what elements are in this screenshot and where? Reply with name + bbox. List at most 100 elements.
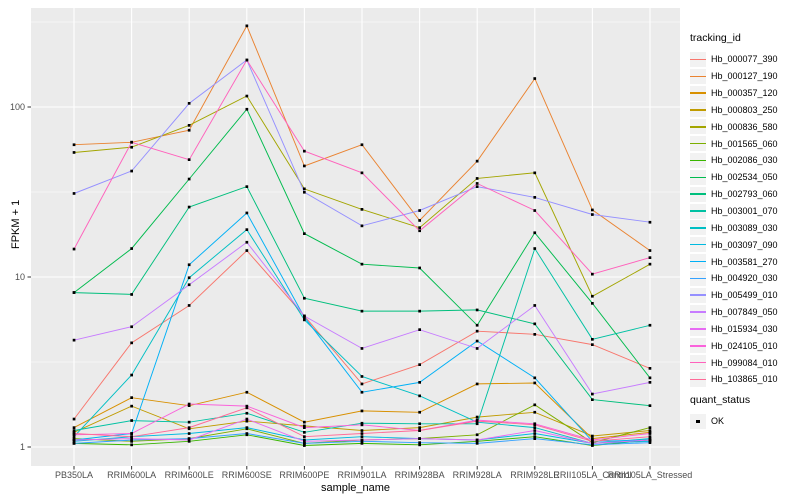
data-point-marker — [418, 394, 421, 398]
series-color-line-icon — [690, 378, 706, 381]
data-point-marker — [245, 417, 249, 421]
x-tick-label: RRIM600PE — [279, 470, 329, 480]
legend-key — [690, 136, 706, 152]
legend-entry: Hb_002793_060 — [690, 186, 800, 203]
x-tick-label: RRIM600LE — [165, 470, 214, 480]
data-point-marker — [360, 435, 364, 438]
data-point-marker — [130, 396, 133, 399]
series-color-line-icon — [690, 311, 706, 313]
data-point-marker — [533, 426, 537, 429]
data-point-marker — [303, 187, 306, 191]
data-point-marker — [187, 177, 191, 181]
data-point-marker — [533, 423, 537, 427]
series-color-line-icon — [690, 294, 706, 296]
data-point-marker — [130, 293, 133, 296]
data-point-marker — [245, 228, 249, 231]
data-point-marker — [418, 226, 421, 229]
x-tick-label: RRIM928LE — [510, 470, 559, 480]
legend-entry: Hb_103865_010 — [690, 371, 800, 388]
data-point-marker — [303, 440, 306, 443]
data-point-marker — [475, 419, 479, 423]
data-point-marker — [72, 435, 76, 438]
data-point-marker — [591, 440, 594, 443]
data-point-marker — [591, 392, 594, 396]
data-point-marker — [245, 240, 249, 244]
data-point-marker — [72, 442, 76, 445]
data-point-marker — [418, 266, 421, 270]
y-tick-label: 1 — [20, 442, 25, 452]
legend-entry-label: Hb_002086_030 — [711, 155, 778, 166]
data-point-marker — [187, 263, 191, 267]
data-point-marker — [418, 209, 421, 212]
data-point-marker — [303, 232, 306, 235]
data-point-marker — [187, 276, 191, 280]
x-axis-title: sample_name — [320, 482, 391, 494]
data-point-marker — [418, 426, 421, 429]
data-point-marker — [72, 151, 76, 154]
y-tick-label: 100 — [10, 102, 25, 112]
data-point-marker — [648, 262, 652, 266]
data-point-marker — [533, 77, 537, 80]
legend-key — [690, 51, 706, 67]
legend-key — [690, 85, 706, 101]
data-point-marker — [245, 404, 249, 408]
data-point-marker — [245, 426, 249, 429]
data-point-marker — [303, 420, 306, 424]
legend-key — [690, 203, 706, 219]
data-point-marker — [533, 432, 537, 435]
series-color-line-icon — [690, 345, 706, 347]
legend-entry: Hb_002086_030 — [690, 152, 800, 169]
legend-entry-label: Hb_000836_580 — [711, 121, 778, 132]
data-point-marker — [418, 309, 421, 313]
legend-key — [690, 102, 706, 118]
legend-entry: Hb_003089_030 — [690, 219, 800, 236]
data-point-marker — [360, 390, 364, 394]
series-color-line-icon — [690, 176, 706, 179]
data-point-marker — [187, 102, 191, 105]
legend-entry: Hb_000803_250 — [690, 102, 800, 119]
legend-entry-label: Hb_002793_060 — [711, 189, 778, 200]
data-point-marker — [533, 429, 537, 432]
series-color-line-icon — [690, 243, 706, 246]
data-point-marker — [245, 406, 249, 410]
data-point-marker — [591, 434, 594, 438]
data-point-marker — [648, 426, 652, 429]
data-point-marker — [130, 169, 133, 173]
series-color-line-icon — [690, 92, 706, 94]
data-point-marker — [130, 404, 133, 408]
x-tick-label: RRIM901LA — [337, 470, 386, 480]
data-point-marker — [533, 247, 537, 250]
data-point-marker — [187, 438, 191, 442]
series-color-line-icon — [690, 193, 706, 195]
data-point-marker — [591, 338, 594, 341]
data-point-marker — [72, 192, 76, 195]
series-color-line-icon — [690, 126, 706, 128]
data-point-marker — [245, 411, 249, 415]
legend-key — [690, 220, 706, 236]
data-point-marker — [72, 429, 76, 432]
data-point-marker — [648, 441, 652, 444]
legend-entry-label: Hb_000357_120 — [711, 88, 778, 99]
data-point-marker — [418, 441, 421, 444]
series-color-line-icon — [690, 109, 706, 111]
data-point-marker — [533, 410, 537, 414]
data-point-marker — [360, 421, 364, 425]
data-point-marker — [475, 442, 479, 445]
legend-entry-label: Hb_001565_060 — [711, 138, 778, 149]
data-point-marker — [418, 422, 421, 426]
data-point-marker — [360, 143, 364, 147]
data-point-marker — [360, 442, 364, 445]
data-point-marker — [533, 171, 537, 175]
data-point-marker — [418, 443, 421, 447]
data-point-marker — [187, 205, 191, 209]
legend-key — [690, 371, 706, 387]
legend-entry-label: Hb_007849_050 — [711, 307, 778, 318]
series-color-line-icon — [690, 75, 706, 78]
data-point-marker — [130, 419, 133, 422]
series-color-line-icon — [690, 227, 706, 229]
data-point-marker — [648, 249, 652, 252]
data-point-marker — [648, 432, 652, 435]
data-point-marker — [360, 432, 364, 435]
data-point-marker — [475, 382, 479, 386]
